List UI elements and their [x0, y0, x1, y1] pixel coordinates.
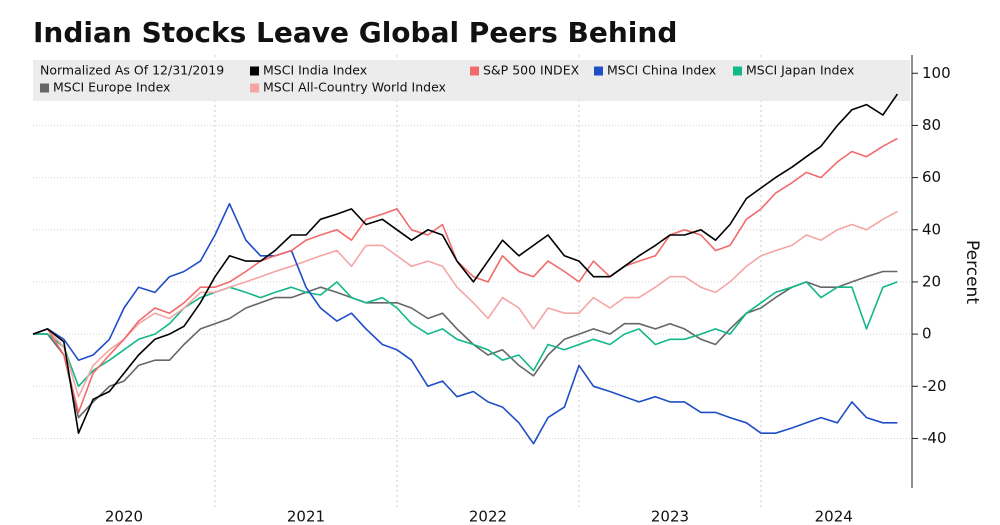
y-tick-label: 0 — [922, 325, 932, 343]
y-tick-label: -40 — [922, 429, 947, 447]
y-tick-label: 60 — [922, 168, 941, 186]
legend-swatch — [470, 66, 479, 76]
series-line — [32, 93, 899, 434]
x-tick-label: 2023 — [651, 508, 689, 525]
y-tick-label: 80 — [922, 116, 941, 134]
legend-label: S&P 500 INDEX — [483, 63, 580, 78]
legend-swatch — [594, 66, 603, 76]
legend-title: Normalized As Of 12/31/2019 — [40, 63, 224, 78]
legend-label: MSCI All-Country World Index — [263, 80, 446, 95]
legend-label: MSCI India Index — [263, 63, 367, 78]
x-tick-label: 2022 — [469, 508, 507, 525]
y-tick-label: 100 — [922, 64, 951, 82]
series-line — [32, 137, 898, 414]
series-line — [32, 202, 898, 445]
x-tick-label: 2021 — [287, 508, 325, 525]
series-line — [32, 210, 898, 398]
legend-label: MSCI China Index — [607, 63, 716, 78]
legend-swatch — [250, 66, 259, 76]
x-tick-label: 2020 — [105, 508, 143, 525]
chart-title: Indian Stocks Leave Global Peers Behind — [33, 16, 677, 49]
y-tick-label: 20 — [922, 272, 941, 290]
series-line — [33, 281, 898, 388]
x-tick-label: 2024 — [815, 508, 853, 525]
y-axis-label: Percent — [962, 240, 982, 304]
legend-swatch — [733, 66, 742, 76]
y-tick-label: 40 — [922, 220, 941, 238]
legend-label: MSCI Europe Index — [53, 80, 170, 95]
series-line — [33, 270, 898, 419]
legend-swatch — [40, 83, 49, 93]
legend-swatch — [250, 83, 259, 93]
legend-label: MSCI Japan Index — [746, 63, 854, 78]
y-tick-label: -20 — [922, 377, 947, 395]
